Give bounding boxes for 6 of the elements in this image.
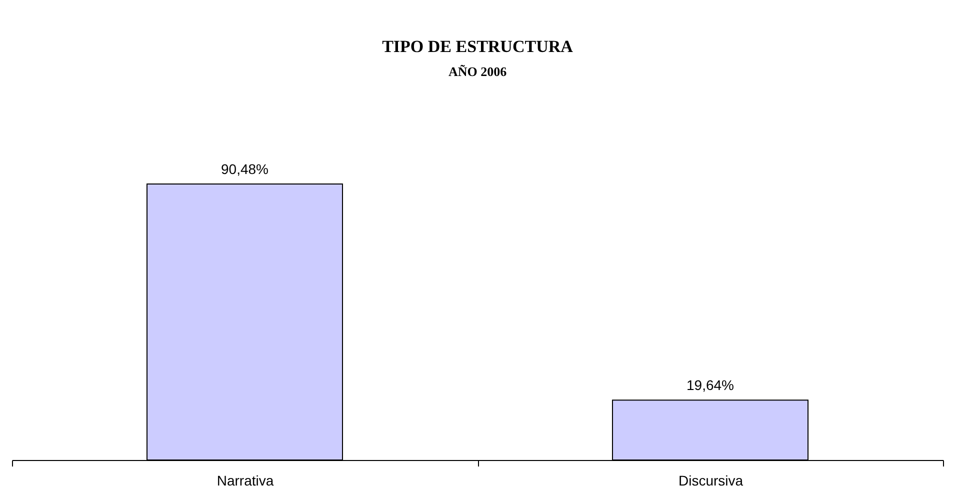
data-label: 90,48%: [221, 161, 268, 178]
x-tick-label: Narrativa: [216, 472, 274, 488]
chart-title: TIPO DE ESTRUCTURA: [382, 37, 574, 56]
chart-subtitle: AÑO 2006: [448, 64, 508, 79]
x-tick-label: Discursiva: [678, 472, 744, 488]
data-label: 19,64%: [686, 377, 734, 394]
